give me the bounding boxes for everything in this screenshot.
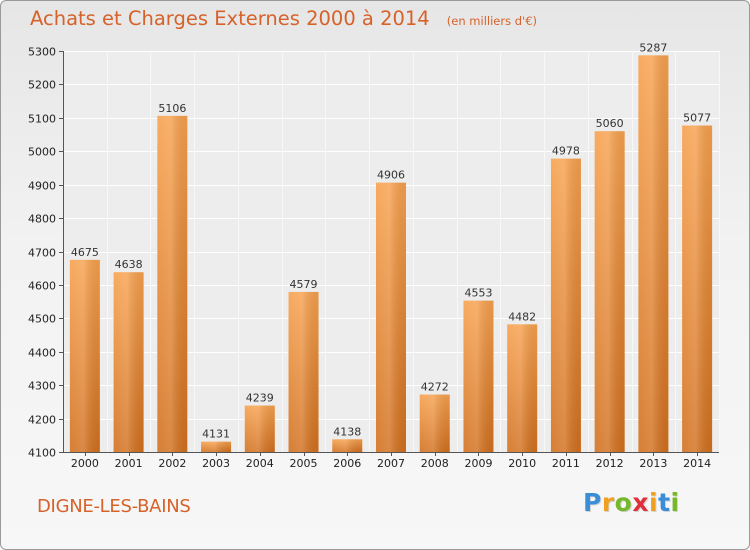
y-tick-label: 4600 [28, 280, 56, 293]
x-tick-label: 2007 [377, 457, 405, 470]
bar-shine [594, 131, 625, 452]
y-tick-label: 5100 [28, 113, 56, 126]
data-label: 5106 [158, 102, 186, 115]
bar-shine [463, 300, 494, 452]
x-tick-label: 2005 [290, 457, 318, 470]
y-tick-label: 5000 [28, 146, 56, 159]
x-tick-label: 2001 [115, 457, 143, 470]
logo-letter: x [632, 488, 649, 517]
x-tick-label: 2014 [683, 457, 711, 470]
bar-shine [332, 439, 363, 452]
y-tick-label: 4100 [28, 447, 56, 460]
data-label: 4978 [552, 145, 580, 158]
x-tick-label: 2006 [333, 457, 361, 470]
bar-shine [682, 125, 713, 452]
x-tick-label: 2009 [464, 457, 492, 470]
x-tick-label: 2011 [552, 457, 580, 470]
logo-letter: o [614, 488, 633, 517]
data-label: 4579 [290, 278, 318, 291]
logo-letter: P [583, 488, 602, 517]
city-name: DIGNE-LES-BAINS [37, 496, 191, 517]
y-tick-label: 4400 [28, 347, 56, 360]
bar-shine [550, 158, 581, 452]
x-tick-label: 2013 [639, 457, 667, 470]
data-label: 5060 [596, 117, 624, 130]
data-label: 4906 [377, 169, 405, 182]
bar-shine [288, 291, 319, 452]
y-tick-label: 5200 [28, 79, 56, 92]
data-label: 5287 [639, 41, 667, 54]
data-label: 4272 [421, 381, 449, 394]
logo-letter: i [649, 488, 659, 517]
y-tick-label: 5300 [28, 46, 56, 59]
x-tick-label: 2010 [508, 457, 536, 470]
bar-shine [69, 259, 100, 452]
bar-shine [419, 394, 450, 452]
data-label: 4553 [464, 287, 492, 300]
y-tick-label: 4700 [28, 247, 56, 260]
data-label: 4675 [71, 246, 99, 259]
bar-shine [376, 182, 406, 452]
logo-letter: t [658, 488, 671, 517]
x-tick-label: 2002 [158, 457, 186, 470]
y-tick-label: 4900 [28, 180, 56, 193]
data-label: 4482 [508, 310, 536, 323]
x-tick-label: 2008 [421, 457, 449, 470]
bar-shine [507, 324, 538, 452]
bar-shine [638, 55, 669, 452]
y-tick-label: 4300 [28, 380, 56, 393]
data-label: 4239 [246, 392, 274, 405]
y-tick-label: 4500 [28, 313, 56, 326]
data-label: 4138 [333, 425, 361, 438]
chart-title: Achats et Charges Externes 2000 à 2014 (… [30, 7, 537, 30]
logo-letter: i [670, 488, 680, 517]
bar-shine [201, 441, 232, 452]
bar-shine [244, 405, 275, 452]
x-tick-label: 2004 [246, 457, 274, 470]
x-tick-label: 2012 [596, 457, 624, 470]
data-label: 4131 [202, 428, 230, 441]
chart-unit: (en milliers d'€) [446, 14, 537, 28]
logo-letter: r [601, 488, 615, 517]
data-label: 4638 [115, 258, 143, 271]
proxiti-logo: Proxiti [583, 488, 680, 517]
x-tick-label: 2000 [71, 457, 99, 470]
chart-title-text: Achats et Charges Externes 2000 à 2014 [30, 7, 430, 30]
y-tick-label: 4800 [28, 213, 56, 226]
bar-shine [157, 115, 188, 452]
bar-shine [113, 272, 144, 452]
x-tick-label: 2003 [202, 457, 230, 470]
y-tick-label: 4200 [28, 414, 56, 427]
data-label: 5077 [683, 112, 711, 125]
